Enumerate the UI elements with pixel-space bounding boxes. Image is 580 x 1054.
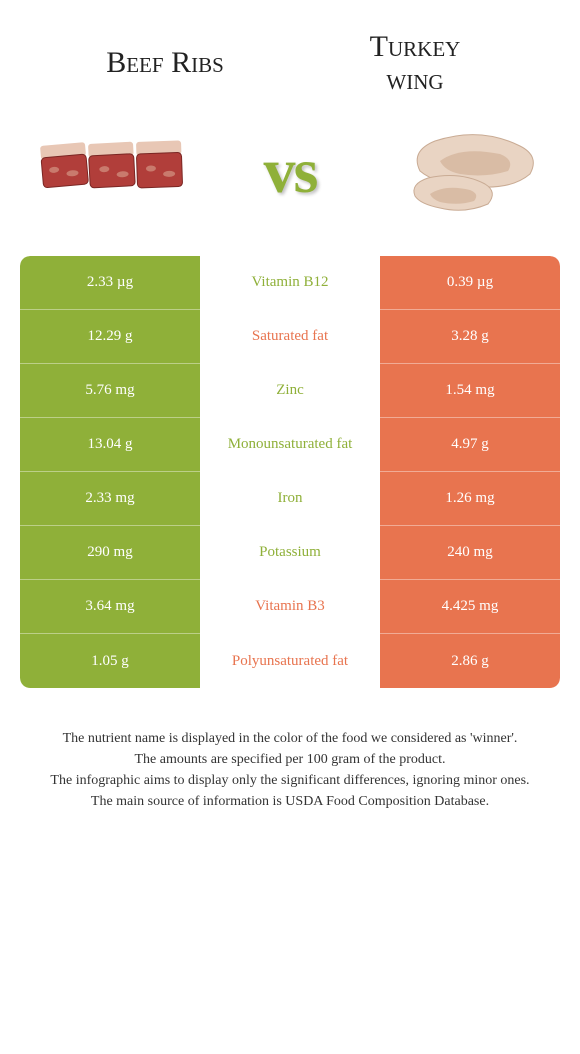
left-value: 5.76 mg <box>20 364 200 418</box>
right-value: 1.26 mg <box>380 472 560 526</box>
right-value: 2.86 g <box>380 634 560 688</box>
header: Beef Ribs Turkey wing <box>0 0 580 106</box>
nutrient-label: Potassium <box>200 526 380 580</box>
footer-line2: The amounts are specified per 100 gram o… <box>20 749 560 770</box>
table-row: 5.76 mgZinc1.54 mg <box>20 364 560 418</box>
nutrient-label: Polyunsaturated fat <box>200 634 380 688</box>
right-value: 1.54 mg <box>380 364 560 418</box>
right-value: 4.97 g <box>380 418 560 472</box>
nutrient-label: Saturated fat <box>200 310 380 364</box>
footer-line3: The infographic aims to display only the… <box>20 770 560 791</box>
table-row: 2.33 mgIron1.26 mg <box>20 472 560 526</box>
table-row: 12.29 gSaturated fat3.28 g <box>20 310 560 364</box>
beef-ribs-image <box>30 116 190 226</box>
left-value: 1.05 g <box>20 634 200 688</box>
right-value: 240 mg <box>380 526 560 580</box>
left-value: 13.04 g <box>20 418 200 472</box>
title-right-line2: wing <box>290 63 540 96</box>
comparison-table: 2.33 µgVitamin B120.39 µg12.29 gSaturate… <box>20 256 560 688</box>
turkey-wing-image <box>390 116 550 226</box>
nutrient-label: Iron <box>200 472 380 526</box>
left-value: 3.64 mg <box>20 580 200 634</box>
title-left: Beef Ribs <box>40 46 290 80</box>
nutrient-label: Vitamin B12 <box>200 256 380 310</box>
nutrient-label: Vitamin B3 <box>200 580 380 634</box>
nutrient-label: Zinc <box>200 364 380 418</box>
left-value: 2.33 mg <box>20 472 200 526</box>
nutrient-label: Monounsaturated fat <box>200 418 380 472</box>
vs-label: vs <box>264 134 317 208</box>
right-value: 4.425 mg <box>380 580 560 634</box>
table-row: 13.04 gMonounsaturated fat4.97 g <box>20 418 560 472</box>
right-value: 0.39 µg <box>380 256 560 310</box>
table-row: 2.33 µgVitamin B120.39 µg <box>20 256 560 310</box>
title-right-line1: Turkey <box>290 30 540 63</box>
title-right: Turkey wing <box>290 30 540 96</box>
left-value: 290 mg <box>20 526 200 580</box>
right-value: 3.28 g <box>380 310 560 364</box>
left-value: 12.29 g <box>20 310 200 364</box>
footer-line4: The main source of information is USDA F… <box>20 791 560 812</box>
table-row: 1.05 gPolyunsaturated fat2.86 g <box>20 634 560 688</box>
footer-notes: The nutrient name is displayed in the co… <box>0 688 580 812</box>
left-value: 2.33 µg <box>20 256 200 310</box>
table-row: 3.64 mgVitamin B34.425 mg <box>20 580 560 634</box>
footer-line1: The nutrient name is displayed in the co… <box>20 728 560 749</box>
images-row: vs <box>0 106 580 256</box>
table-row: 290 mgPotassium240 mg <box>20 526 560 580</box>
